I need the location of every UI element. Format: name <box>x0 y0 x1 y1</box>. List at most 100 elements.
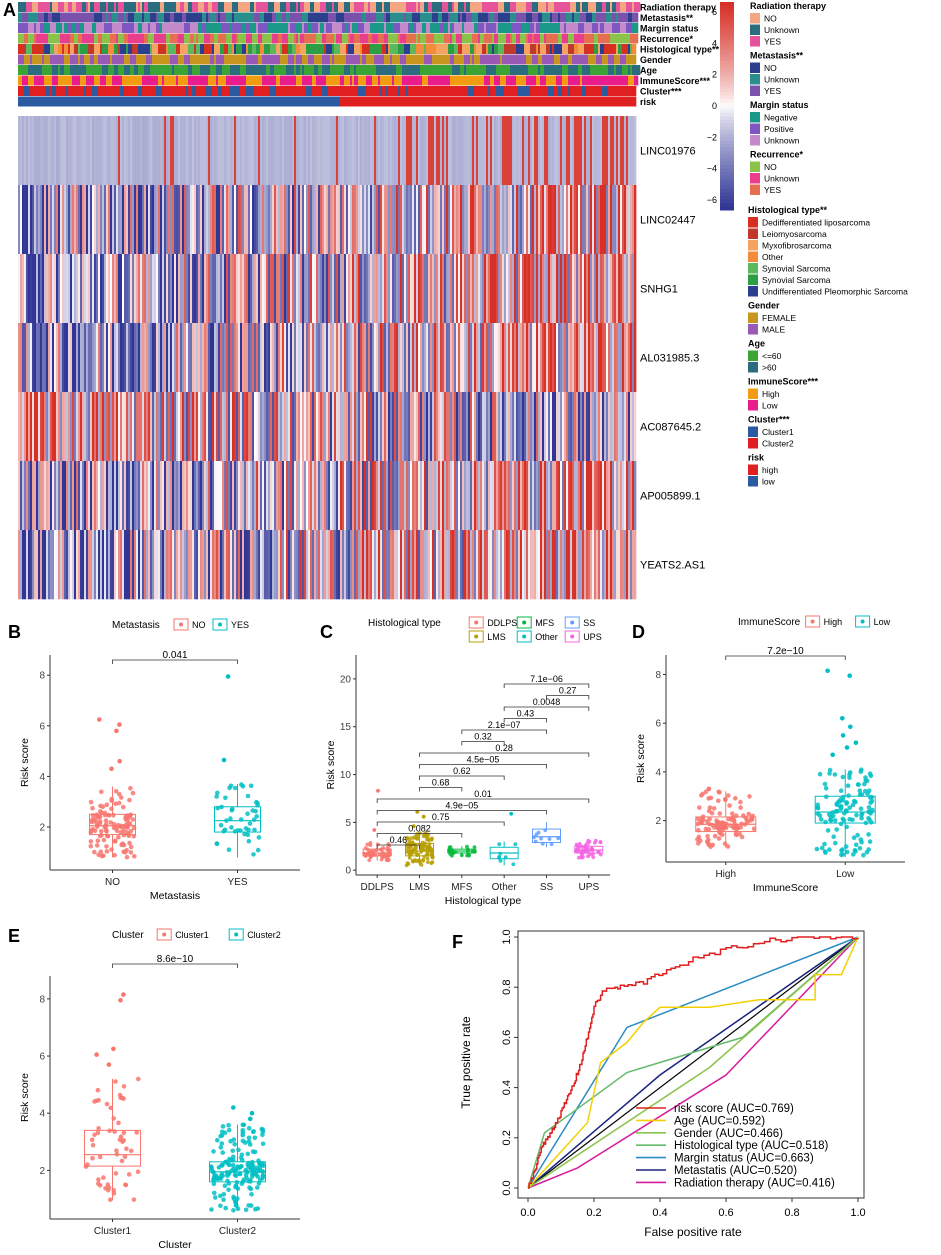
annotation-cell <box>148 2 154 12</box>
heatmap-cell <box>412 254 414 323</box>
heatmap-cell <box>354 530 356 599</box>
heatmap-cell <box>492 461 494 530</box>
heatmap-cell <box>170 392 172 461</box>
annotation-cell <box>200 44 204 54</box>
heatmap-cell <box>318 323 320 392</box>
heatmap-cell <box>258 185 260 254</box>
heatmap-cell <box>484 392 486 461</box>
heatmap-cell <box>532 461 534 530</box>
heatmap-cell <box>332 185 334 254</box>
data-point <box>379 848 383 852</box>
annotation-cell <box>600 2 602 12</box>
heatmap-cell <box>474 254 476 323</box>
heatmap-cell <box>632 254 634 323</box>
data-point <box>99 829 104 834</box>
heatmap-cell <box>520 116 522 185</box>
heatmap-cell <box>498 116 500 185</box>
annotation-cell <box>212 2 218 12</box>
heatmap-cell <box>236 116 238 185</box>
heatmap-cell <box>268 461 270 530</box>
heatmap-cell <box>198 323 200 392</box>
data-point <box>853 848 858 853</box>
data-point <box>720 833 725 838</box>
heatmap-cell <box>206 254 208 323</box>
data-point <box>844 801 849 806</box>
annotation-cell <box>354 34 360 44</box>
annotation-cell <box>48 65 52 75</box>
annotation-cell <box>480 86 482 96</box>
annotation-cell <box>150 23 154 33</box>
annotation-cell <box>18 23 22 33</box>
heatmap-cell <box>570 392 572 461</box>
annotation-cell <box>536 44 538 54</box>
heatmap-cell <box>102 530 104 599</box>
annotation-cell <box>332 55 334 65</box>
heatmap-cell <box>316 461 318 530</box>
heatmap-cell <box>292 254 294 323</box>
annotation-cell <box>226 34 232 44</box>
heatmap-cell <box>110 254 112 323</box>
heatmap-cell <box>456 530 458 599</box>
annotation-cell <box>418 55 424 65</box>
heatmap-cell <box>614 116 616 185</box>
heatmap-cell <box>360 254 362 323</box>
y-tick-label: 2 <box>655 816 661 827</box>
annotation-cell <box>524 86 530 96</box>
heatmap-cell <box>518 185 520 254</box>
data-point <box>730 811 735 816</box>
heatmap-cell <box>168 254 170 323</box>
heatmap-cell <box>280 254 282 323</box>
annotation-cell <box>42 65 48 75</box>
heatmap-cell <box>412 392 414 461</box>
heatmap-cell <box>420 530 422 599</box>
heatmap-cell <box>94 254 96 323</box>
heatmap-cell <box>388 392 390 461</box>
annotation-cell <box>44 2 48 12</box>
heatmap-cell <box>86 185 88 254</box>
data-point <box>114 1171 119 1176</box>
annotation-cell <box>568 55 570 65</box>
heatmap-cell <box>334 254 336 323</box>
heatmap-cell <box>488 530 490 599</box>
heatmap-cell <box>326 185 328 254</box>
heatmap-cell <box>48 254 50 323</box>
heatmap-cell <box>224 254 226 323</box>
annotation-cell <box>514 55 520 65</box>
heatmap-cell <box>492 116 494 185</box>
heatmap-cell <box>464 461 466 530</box>
annotation-cell <box>306 44 312 54</box>
data-point <box>428 837 432 841</box>
heatmap-cell <box>354 392 356 461</box>
colorbar-step <box>720 172 734 176</box>
annotation-cell <box>494 44 498 54</box>
heatmap-cell <box>468 323 470 392</box>
heatmap-cell <box>200 461 202 530</box>
data-point <box>385 858 389 862</box>
annotation-cell <box>212 44 214 54</box>
annotation-cell <box>232 23 234 33</box>
annotation-cell <box>484 34 490 44</box>
annotation-cell <box>328 86 332 96</box>
heatmap-cell <box>598 116 600 185</box>
heatmap-cell <box>134 254 136 323</box>
annotation-cell <box>162 97 168 107</box>
annotation-cell <box>120 65 124 75</box>
colorbar-step <box>720 75 734 79</box>
annotation-cell <box>70 13 76 23</box>
annotation-cell <box>42 97 46 107</box>
annotation-cell <box>378 76 380 86</box>
data-point <box>112 1191 117 1196</box>
annotation-cell <box>276 86 280 96</box>
annotation-cell <box>622 65 628 75</box>
annotation-cell <box>276 2 280 12</box>
heatmap-cell <box>94 530 96 599</box>
heatmap-cell <box>488 116 490 185</box>
heatmap-cell <box>208 185 210 254</box>
annotation-cell <box>58 55 64 65</box>
heatmap-cell <box>330 392 332 461</box>
annotation-cell <box>452 2 454 12</box>
annotation-cell <box>178 55 184 65</box>
heatmap-cell <box>394 116 396 185</box>
